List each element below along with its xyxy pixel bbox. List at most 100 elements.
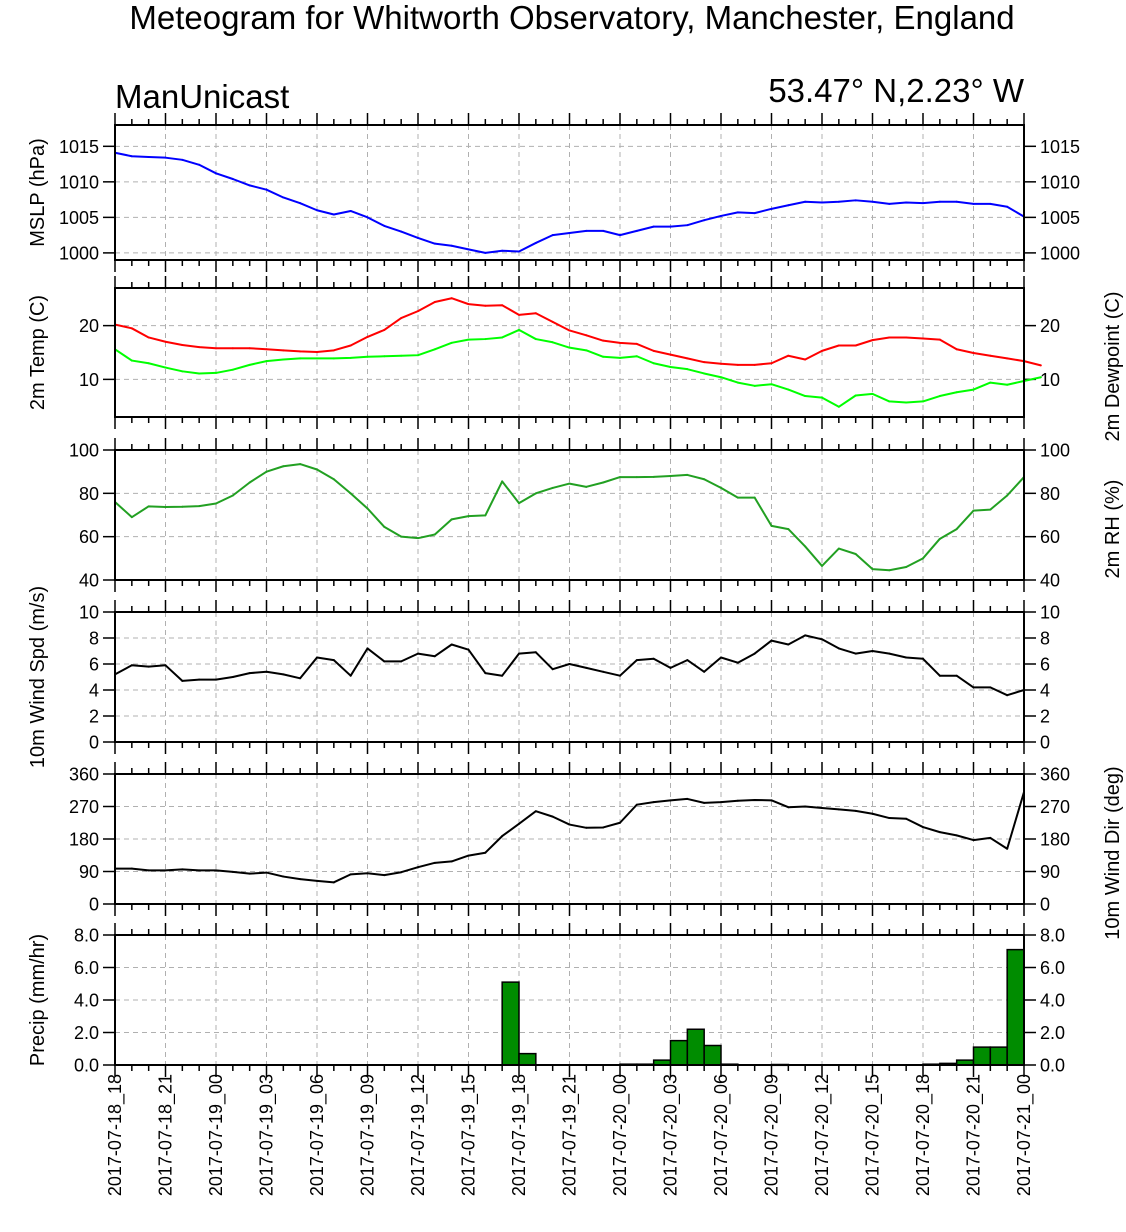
rh-point (265, 470, 268, 473)
temp-point (703, 361, 706, 364)
rh-point (450, 518, 453, 521)
temp-point (989, 381, 992, 384)
mslp-point (433, 242, 436, 245)
rh-point (433, 533, 436, 536)
wind_speed-frame (114, 611, 1025, 743)
wind_dir-point (551, 815, 554, 818)
rh-point (703, 478, 706, 481)
temp-point (551, 341, 554, 344)
temp-point (551, 320, 554, 323)
y-tick-label-left: 1010 (59, 172, 99, 192)
mslp-point (282, 196, 285, 199)
y-tick-label-right: 4 (1040, 681, 1050, 701)
wind_speed-point (736, 661, 739, 664)
rh-point (332, 478, 335, 481)
temp-point (635, 355, 638, 358)
rh-ylabel-right: 2m RH (%) (1102, 480, 1124, 579)
temp-point (922, 337, 924, 340)
temp-point (130, 359, 133, 362)
rh-point (248, 481, 251, 484)
temp-point (215, 347, 217, 350)
temp-point (568, 346, 571, 349)
wind_speed-point (215, 678, 217, 681)
rh-panel: 40 40 60 60 80 80 100 100 2m RH (%) (69, 438, 1124, 592)
rh-point (231, 494, 234, 497)
mslp-point (787, 204, 790, 207)
wind_dir-point (501, 835, 504, 838)
temp-point (619, 356, 621, 359)
wind_dir-point (383, 874, 386, 877)
mslp-point (753, 212, 756, 215)
temp-point (736, 363, 739, 366)
rh-point (349, 492, 352, 495)
temp-point (955, 391, 958, 394)
temp-point (417, 310, 419, 313)
temp-point (248, 347, 251, 350)
y-tick-label-left: 0 (89, 733, 99, 753)
y-tick-label-right: 270 (1040, 797, 1070, 817)
precip-bar (1006, 948, 1025, 1066)
temp-point (400, 354, 403, 357)
mslp-point (770, 207, 773, 210)
wind_speed-point (265, 670, 268, 673)
temp-point (871, 339, 874, 342)
rh-point (518, 502, 520, 505)
temp-point (231, 347, 234, 350)
temp-point (720, 376, 722, 379)
rh-point (669, 475, 672, 477)
y-tick-label-left: 40 (79, 571, 99, 591)
y-tick-label-right: 180 (1040, 830, 1070, 850)
time-tick-label: 2017-07-20_15 (863, 1074, 884, 1196)
mslp-point (955, 200, 958, 203)
mslp-point (248, 184, 251, 187)
wind_speed-panel: 0 0 2 2 4 4 6 6 8 8 10 10 10m Wind Spd (m/s) (27, 586, 1060, 768)
y-tick-label-left: 8.0 (74, 926, 99, 946)
y-tick-label-right: 0.0 (1040, 1056, 1065, 1076)
mslp-point (231, 178, 234, 180)
y-tick-label-right: 6.0 (1040, 958, 1065, 978)
temp-point (602, 355, 605, 358)
rh-point (282, 465, 285, 468)
wind_dir-point (332, 881, 335, 884)
mslp-point (450, 244, 453, 247)
time-tick-label: 2017-07-20_03 (661, 1074, 682, 1196)
chart-title: Meteogram for Whitworth Observatory, Man… (129, 0, 1014, 36)
rh-point (955, 528, 958, 531)
mslp-point (164, 156, 167, 159)
temp-point (720, 362, 722, 365)
wind_dir-point (130, 867, 133, 870)
mslp-point (871, 200, 874, 203)
temp-point (619, 341, 621, 344)
rh-point (400, 535, 403, 538)
temp-point (972, 352, 975, 355)
y-tick-label-left: 180 (69, 830, 99, 850)
precip-bar (989, 1046, 1008, 1066)
rh-point (366, 507, 369, 510)
wind_speed-point (938, 674, 941, 677)
mslp-point (669, 225, 672, 228)
mslp-point (736, 211, 739, 214)
temp-point (484, 338, 487, 341)
wind_dir-point (989, 836, 992, 839)
temp-point (585, 349, 588, 352)
rh-point (299, 463, 302, 466)
wind_speed-point (316, 656, 318, 659)
rh-point (854, 553, 857, 555)
wind_dir-point (484, 851, 487, 854)
wind_dir-point (669, 799, 672, 802)
rh-point (938, 537, 941, 540)
precip-bar (686, 1028, 705, 1066)
temp-point (484, 304, 487, 307)
temp-point (1006, 357, 1009, 360)
time-tick-label: 2017-07-20_00 (610, 1074, 631, 1196)
y-tick-label-right: 2 (1040, 707, 1050, 727)
wind_speed-point (1006, 694, 1009, 697)
y-tick-label-left: 6.0 (74, 958, 99, 978)
temp-point (1006, 383, 1009, 386)
mslp-point (215, 172, 217, 175)
precip-bar (669, 1039, 689, 1066)
precip-bar (501, 981, 520, 1066)
temp-point (753, 384, 756, 387)
mslp-point (349, 209, 352, 212)
